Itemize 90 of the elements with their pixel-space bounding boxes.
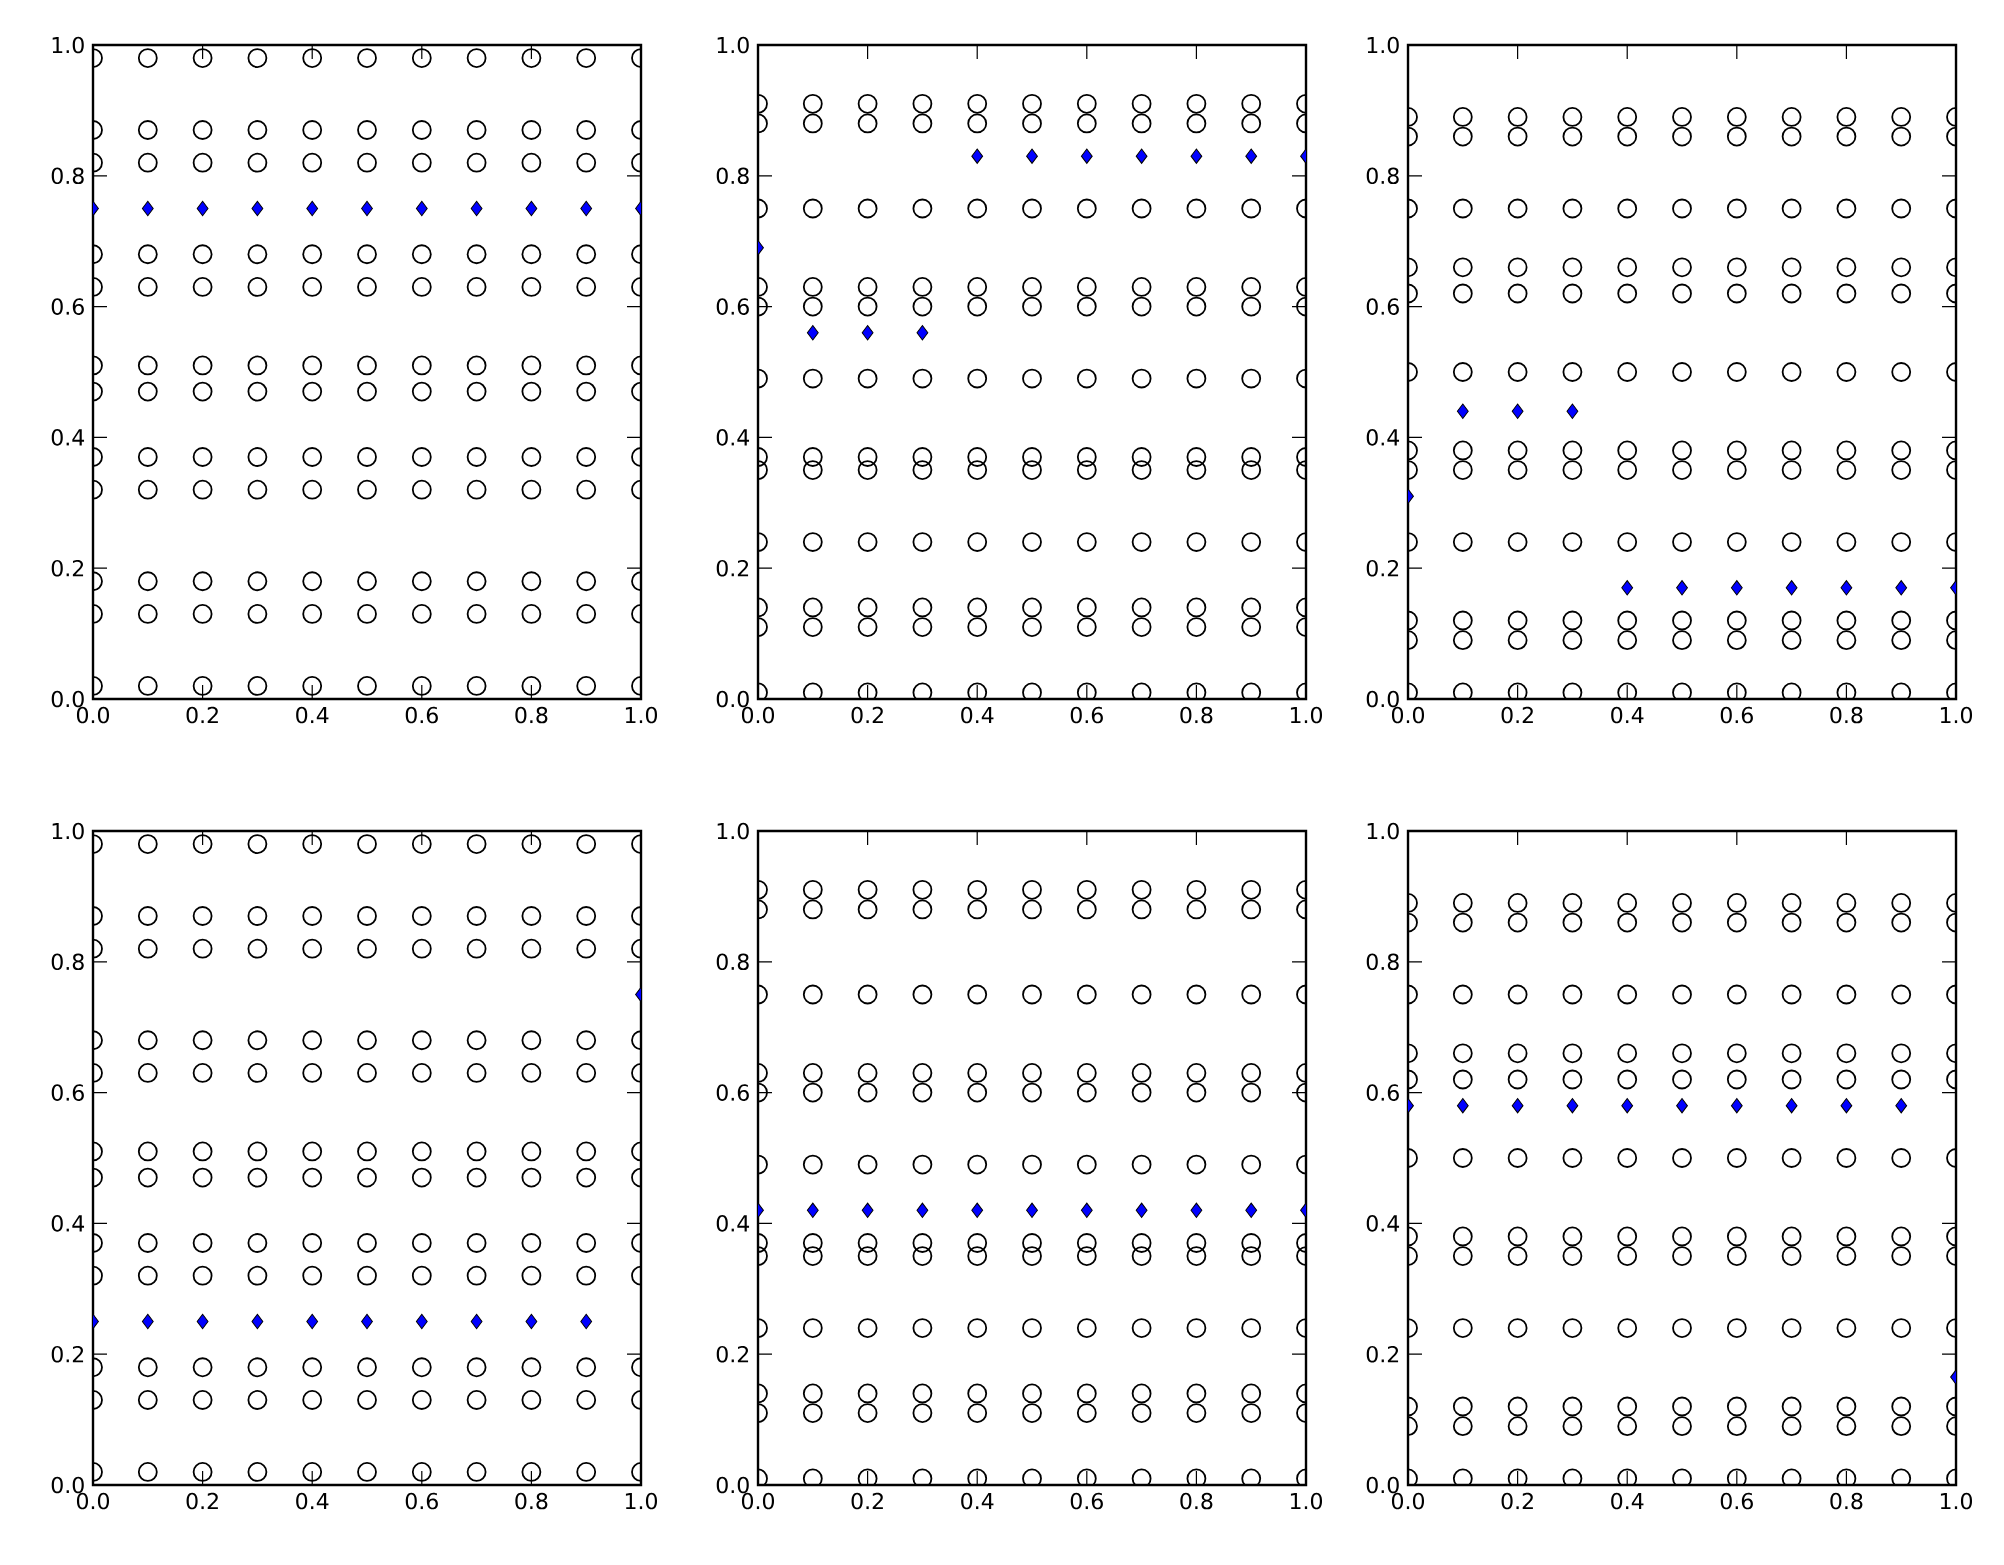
y-tick-label: 0.0	[1366, 1476, 1399, 1494]
x-tick-label: 0.2	[1501, 706, 1533, 724]
y-tick-label: 1.0	[52, 36, 84, 54]
y-tick-label: 1.0	[52, 822, 84, 840]
point	[1840, 580, 1853, 596]
y-tick-label: 0.8	[1366, 167, 1399, 185]
y-tick-label: 0.4	[1366, 429, 1400, 446]
x-tick-label: 0.2	[851, 1492, 883, 1510]
x-tick-label: 0.8	[1180, 706, 1213, 724]
y-tick-label: 0.4	[716, 1215, 750, 1232]
y-tick-label: 0.6	[1366, 1084, 1399, 1101]
y-tick-label: 0.6	[1366, 298, 1399, 315]
point	[1785, 580, 1798, 596]
point	[1245, 148, 1258, 164]
x-tick-label: 0.4	[296, 706, 329, 724]
x-tick-label: 1.0	[1290, 706, 1323, 724]
y-tick-label: 0.0	[716, 690, 749, 708]
x-tick-label: 0.0	[741, 706, 775, 724]
x-tick-label: 0.6	[1070, 1492, 1103, 1510]
point	[806, 325, 819, 341]
y-tick-label: 0.4	[51, 1215, 85, 1232]
point	[1026, 148, 1038, 164]
x-tick-label: 0.6	[1070, 706, 1103, 724]
y-tick-label: 0.8	[716, 953, 749, 971]
y-tick-label: 0.6	[51, 298, 84, 315]
point	[1621, 580, 1634, 596]
x-tick-label: 1.0	[625, 1492, 658, 1510]
point	[1080, 148, 1093, 164]
point	[1566, 403, 1579, 419]
y-tick-label: 0.2	[716, 1345, 749, 1363]
y-tick-label: 0.4	[716, 429, 750, 446]
y-tick-label: 0.2	[51, 559, 84, 577]
point	[1730, 580, 1743, 596]
y-tick-label: 0.0	[1366, 690, 1399, 708]
point	[1511, 403, 1524, 419]
x-tick-label: 0.0	[1391, 1492, 1425, 1510]
point	[861, 325, 874, 341]
x-tick-label: 0.0	[76, 1492, 110, 1510]
point	[971, 148, 984, 164]
x-tick-label: 1.0	[1940, 1492, 1973, 1510]
x-tick-label: 0.6	[1720, 1492, 1753, 1510]
y-tick-label: 0.8	[1366, 953, 1399, 971]
x-tick-label: 1.0	[1290, 1492, 1323, 1510]
y-tick-label: 0.0	[51, 690, 84, 708]
x-tick-label: 0.2	[186, 706, 218, 724]
y-tick-label: 0.6	[51, 1084, 84, 1101]
point	[1676, 580, 1688, 596]
y-tick-label: 0.0	[716, 1476, 749, 1494]
x-tick-label: 1.0	[1940, 706, 1973, 724]
y-tick-label: 0.6	[716, 1084, 749, 1101]
x-tick-label: 0.6	[405, 1492, 438, 1510]
y-tick-label: 0.4	[51, 429, 85, 446]
point	[1895, 580, 1908, 596]
y-tick-label: 0.2	[716, 559, 749, 577]
y-tick-label: 1.0	[717, 36, 749, 54]
x-tick-label: 0.0	[741, 1492, 775, 1510]
y-tick-label: 1.0	[1367, 36, 1399, 54]
y-tick-label: 0.2	[1366, 1345, 1399, 1363]
y-tick-label: 0.2	[1366, 559, 1399, 577]
x-tick-label: 0.4	[961, 706, 994, 724]
x-tick-label: 0.4	[961, 1492, 994, 1510]
x-tick-label: 0.4	[1611, 706, 1644, 724]
x-tick-label: 0.8	[1830, 706, 1863, 724]
x-tick-label: 0.6	[405, 706, 438, 724]
x-tick-label: 0.0	[1391, 706, 1425, 724]
x-tick-label: 0.2	[1501, 1492, 1533, 1510]
point	[1456, 403, 1469, 419]
x-tick-label: 0.8	[515, 1492, 548, 1510]
x-tick-label: 0.0	[76, 706, 110, 724]
y-tick-label: 0.8	[716, 167, 749, 185]
point	[916, 325, 929, 341]
x-tick-label: 0.8	[515, 706, 548, 724]
y-tick-label: 0.4	[1366, 1215, 1400, 1232]
x-tick-label: 0.4	[296, 1492, 329, 1510]
y-tick-label: 0.8	[51, 167, 84, 185]
y-tick-label: 0.6	[716, 298, 749, 315]
x-tick-label: 0.8	[1830, 1492, 1863, 1510]
y-tick-label: 0.0	[51, 1476, 84, 1494]
y-tick-label: 0.2	[51, 1345, 84, 1363]
x-tick-label: 0.6	[1720, 706, 1753, 724]
x-tick-label: 0.8	[1180, 1492, 1213, 1510]
y-tick-label: 0.8	[51, 953, 84, 971]
y-tick-label: 1.0	[717, 822, 749, 840]
point	[1135, 148, 1148, 164]
x-tick-label: 1.0	[625, 706, 658, 724]
x-tick-label: 0.2	[851, 706, 883, 724]
y-tick-label: 1.0	[1367, 822, 1399, 840]
x-tick-label: 0.2	[186, 1492, 218, 1510]
point	[1190, 148, 1203, 164]
x-tick-label: 0.4	[1611, 1492, 1644, 1510]
